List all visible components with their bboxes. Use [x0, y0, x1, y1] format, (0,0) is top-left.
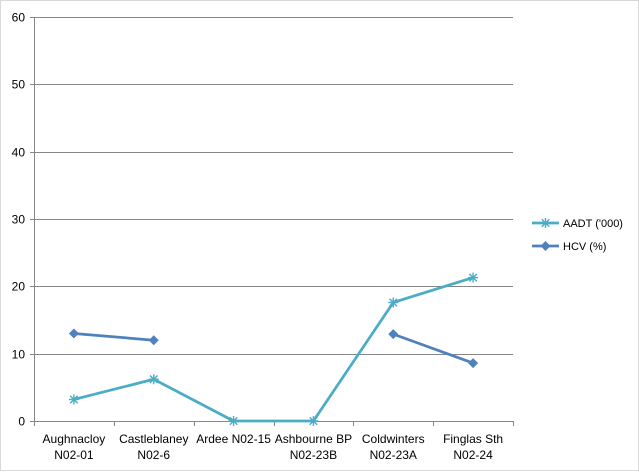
x-tick-label: N02-24: [453, 448, 493, 462]
x-tick-label: N02-6: [137, 448, 170, 462]
series-line: [392, 332, 474, 365]
x-tick-labels: Aughnacloy N02-01 Castleblaney N02-6 Ardee N…: [43, 432, 504, 462]
axes: [30, 17, 514, 426]
y-tick-label: 60: [12, 11, 26, 25]
x-tick-label: Finglas Sth: [443, 432, 503, 446]
y-tick-label: 10: [12, 348, 26, 362]
legend-label: HCV (%): [563, 241, 606, 253]
star-marker: [148, 374, 159, 385]
star-marker: [228, 416, 239, 426]
star-marker: [388, 297, 399, 308]
series-1: [68, 328, 479, 369]
x-tick-label: Coldwinters: [362, 432, 425, 446]
star-marker: [68, 394, 79, 405]
series-layer: [68, 272, 479, 426]
diamond-marker: [468, 358, 479, 369]
y-tick-label: 30: [12, 213, 26, 227]
x-tick-label: Ashbourne BP: [275, 432, 352, 446]
star-marker: [540, 218, 551, 228]
y-tick-labels: 0 10 20 30 40 50 60: [12, 11, 26, 429]
x-tick-label: N02-23B: [290, 448, 337, 462]
x-tick-label: N02-23A: [370, 448, 417, 462]
diamond-marker: [540, 241, 551, 251]
diamond-marker: [68, 328, 79, 339]
legend: AADT ('000) HCV (%): [532, 218, 623, 253]
series-0: [68, 272, 479, 426]
legend-item: HCV (%): [532, 241, 606, 253]
legend-label: AADT ('000): [563, 218, 623, 230]
x-tick-label: N02-01: [54, 448, 94, 462]
diamond-marker: [148, 335, 159, 346]
star-marker: [468, 272, 479, 283]
series-line: [73, 332, 154, 342]
gridlines: [34, 17, 513, 355]
legend-item: AADT ('000): [532, 218, 623, 230]
diamond-marker: [388, 329, 399, 340]
series-line: [73, 276, 474, 423]
y-tick-label: 0: [18, 415, 25, 429]
y-tick-label: 20: [12, 280, 26, 294]
x-tick-label: Ardee N02-15: [196, 432, 271, 446]
star-marker: [308, 416, 319, 426]
x-tick-label: Aughnacloy: [43, 432, 106, 446]
y-tick-label: 50: [12, 78, 26, 92]
y-tick-label: 40: [12, 146, 26, 160]
x-tick-label: Castleblaney: [119, 432, 188, 446]
